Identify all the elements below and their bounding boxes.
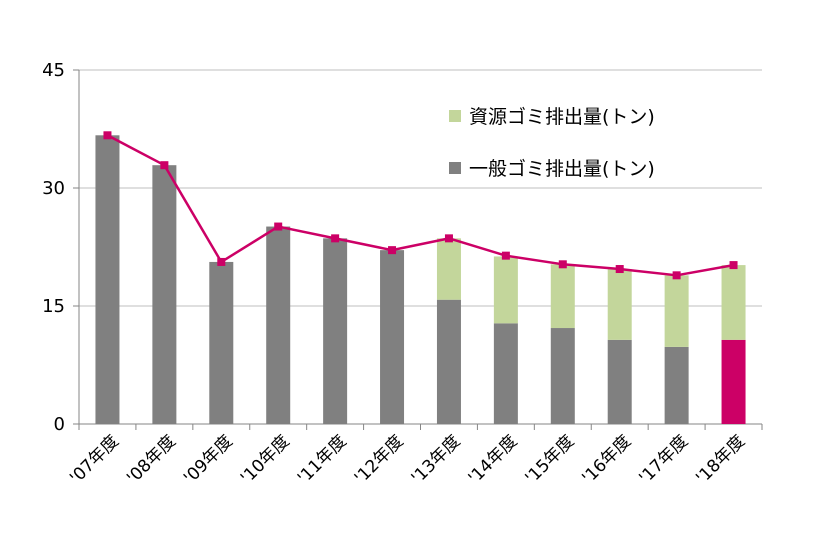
bar-recyclable-waste: [493, 256, 518, 324]
x-tick-label: '14年度: [465, 431, 522, 488]
bar-general-waste: [380, 250, 405, 424]
legend-swatch: [449, 110, 461, 122]
total-line: [103, 131, 738, 280]
x-tick-labels: '07年度 '08年度 '09年度 '10年度 '11年度 '12年度 '13年度 '14年度…: [66, 431, 749, 488]
bar-general-waste: [721, 339, 746, 424]
bar-general-waste: [436, 299, 461, 424]
line-marker: [274, 222, 283, 231]
bar-general-waste: [95, 135, 120, 424]
line-marker: [444, 234, 453, 243]
legend-label: 一般ゴミ排出量(トン): [469, 158, 655, 180]
x-tick-label: '16年度: [578, 431, 635, 488]
legend: 資源ゴミ排出量(トン) 一般ゴミ排出量(トン): [449, 106, 655, 180]
x-tick-label: '09年度: [180, 431, 237, 488]
line-marker: [217, 257, 226, 266]
x-tick-label: '08年度: [123, 431, 180, 488]
line-marker: [558, 260, 567, 269]
bar-recyclable-waste: [550, 264, 575, 329]
bar-general-waste: [152, 165, 177, 425]
bar-recyclable-waste: [607, 269, 632, 340]
line-marker: [501, 251, 510, 260]
line-marker: [388, 246, 397, 255]
bar-recyclable-waste: [721, 265, 746, 340]
bar-general-waste: [266, 226, 291, 424]
legend-swatch: [449, 162, 461, 174]
x-tick-label: '17年度: [635, 431, 692, 488]
line-marker: [672, 271, 681, 280]
total-line-path: [106, 134, 734, 277]
y-tick-label: 0: [54, 414, 65, 435]
x-tick-label: '11年度: [294, 431, 351, 488]
bar-recyclable-waste: [664, 275, 689, 347]
y-tick-labels: 0 15 30 45: [42, 60, 65, 435]
x-tick-label: '18年度: [692, 431, 749, 488]
line-marker: [729, 261, 738, 270]
legend-label: 資源ゴミ排出量(トン): [469, 106, 655, 128]
axes: [73, 69, 763, 430]
x-tick-label: '15年度: [522, 431, 579, 488]
y-tick-label: 30: [42, 178, 65, 199]
bar-general-waste: [607, 339, 632, 424]
line-marker: [103, 131, 112, 140]
y-tick-label: 15: [42, 296, 65, 317]
gridlines: [79, 69, 762, 307]
x-tick-label: '10年度: [237, 431, 294, 488]
line-marker: [160, 161, 169, 170]
line-marker: [331, 234, 340, 243]
bar-general-waste: [209, 261, 234, 424]
bar-general-waste: [323, 238, 348, 424]
bars: [95, 135, 746, 425]
bar-recyclable-waste: [436, 238, 461, 300]
x-tick-label: '13年度: [408, 431, 465, 488]
bar-general-waste: [550, 328, 575, 424]
x-tick-label: '12年度: [351, 431, 408, 488]
y-tick-label: 45: [42, 60, 65, 81]
bar-general-waste: [493, 323, 518, 424]
line-marker: [615, 265, 624, 274]
bar-general-waste: [664, 346, 689, 424]
x-tick-label: '07年度: [66, 431, 123, 488]
